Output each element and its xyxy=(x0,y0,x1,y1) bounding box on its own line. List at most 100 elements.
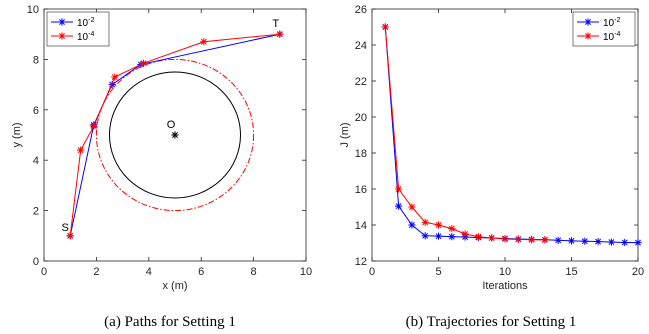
legend-marker xyxy=(58,18,66,26)
series-1-marker xyxy=(200,38,208,46)
series-1-marker xyxy=(66,232,74,240)
series-1-marker xyxy=(488,234,496,242)
x-tick-label: 20 xyxy=(632,266,644,278)
safety-circle xyxy=(95,58,255,212)
legend-marker-d2 xyxy=(59,19,65,25)
series-1-marker-d2 xyxy=(111,74,118,80)
series-1-marker xyxy=(474,233,482,241)
x-tick-label: 6 xyxy=(198,266,204,278)
series-0-marker-d2 xyxy=(555,237,562,244)
legend-box xyxy=(46,11,110,47)
y-tick-label: 18 xyxy=(355,148,367,160)
plot-area xyxy=(371,8,639,262)
series-0-marker xyxy=(567,237,576,245)
series-1-marker xyxy=(139,59,148,67)
series-1-marker-d2 xyxy=(475,233,482,240)
legend-label: 10-2 xyxy=(603,17,620,29)
series-0-marker-d2 xyxy=(395,203,402,210)
series-0-marker-d2 xyxy=(408,222,415,228)
series-1-marker xyxy=(501,235,509,243)
legend-label: 10-4 xyxy=(603,31,620,43)
x-axis-label: Iterations xyxy=(482,280,528,292)
x-axis-label: x (m) xyxy=(162,280,187,292)
series-0-marker-d2 xyxy=(608,239,615,246)
series-0-marker-d2 xyxy=(635,239,641,246)
panel-trajectories: 0 5 10 15 20 12 14 16 18 20 22 24 26 Iterations J (m) 1… xyxy=(339,4,644,292)
series-1-marker-d2 xyxy=(77,147,84,154)
annotation-t: T xyxy=(272,18,279,30)
legend: 10-210-4 xyxy=(572,11,636,47)
series-1-marker xyxy=(541,236,549,244)
series-0-marker xyxy=(434,232,443,240)
series-0-marker-d2 xyxy=(448,233,455,240)
y-axis-label: y (m) xyxy=(11,122,23,147)
series-0-marker xyxy=(448,233,456,241)
x-tick-label: 8 xyxy=(251,266,257,278)
legend: 10-2 10-4 xyxy=(46,11,110,47)
x-tick-label: 10 xyxy=(300,266,312,278)
legend-base: 10 xyxy=(603,18,615,29)
series-1-marker xyxy=(90,122,98,130)
legend-base: 10 xyxy=(77,18,89,29)
x-tick-label: 2 xyxy=(93,266,99,278)
y-tick-label: 20 xyxy=(355,112,367,124)
series-0-marker-d2 xyxy=(422,232,429,239)
legend-label: 10-4 xyxy=(77,31,94,43)
center-marker xyxy=(171,131,179,139)
annotation-o: O xyxy=(167,119,176,131)
series-0-marker-d2 xyxy=(568,237,575,244)
series-1-marker-d2 xyxy=(515,236,522,243)
series-1-marker-d2 xyxy=(502,236,508,242)
y-tick-label: 4 xyxy=(33,155,39,167)
series-1-marker-d2 xyxy=(448,225,455,232)
series-1-marker-d2 xyxy=(462,231,469,237)
legend-label: 10-2 xyxy=(77,17,94,29)
series-1-marker-d2 xyxy=(276,31,283,38)
x-tick-label: 0 xyxy=(369,266,375,278)
series-1-marker-d2 xyxy=(435,222,442,228)
series-1-marker xyxy=(461,230,469,238)
caption-b: (b) Trajectories for Setting 1 xyxy=(406,314,577,330)
legend-marker-d2 xyxy=(59,33,65,39)
x-tick-label: 15 xyxy=(565,266,577,278)
series-0-marker xyxy=(607,238,615,246)
center-marker-d2 xyxy=(172,132,178,138)
legend-marker xyxy=(58,32,66,40)
obstacle-circle xyxy=(109,71,241,199)
series-0-marker xyxy=(581,237,589,245)
x-tick-label: 0 xyxy=(41,266,47,278)
series-1-marker-d2 xyxy=(382,24,389,30)
series-1-marker xyxy=(395,185,403,193)
x-tick-label: 4 xyxy=(146,266,152,278)
caption-a: (a) Paths for Setting 1 xyxy=(104,314,236,330)
series-0-marker xyxy=(408,221,416,229)
series-0-marker-d2 xyxy=(581,238,588,245)
series-1-marker xyxy=(421,218,429,226)
y-tick-label: 14 xyxy=(355,220,367,232)
y-tick-label: 12 xyxy=(355,256,367,268)
legend-marker-d2 xyxy=(585,33,591,39)
y-tick-label: 16 xyxy=(355,184,367,196)
series-1-marker xyxy=(528,236,536,244)
y-tick-label: 6 xyxy=(33,105,39,117)
legend-marker xyxy=(584,18,592,26)
y-tick-label: 24 xyxy=(355,40,367,52)
series-1-marker-d2 xyxy=(528,236,535,243)
legend-box xyxy=(572,11,636,47)
legend-exponent: -4 xyxy=(614,31,620,38)
series-0-marker-d2 xyxy=(435,233,442,240)
series-1-marker xyxy=(514,235,522,243)
legend-marker-d2 xyxy=(585,19,591,25)
series-1-marker-d2 xyxy=(422,219,429,226)
series-0-marker xyxy=(634,239,642,247)
series-1-marker-d2 xyxy=(90,123,97,130)
series-1-marker xyxy=(77,146,85,154)
series-1-marker-d2 xyxy=(395,186,402,192)
series-0-marker xyxy=(594,237,602,246)
y-tick-label: 10 xyxy=(27,4,39,16)
series-0-marker xyxy=(395,202,403,210)
series-0-marker-d2 xyxy=(621,239,628,246)
series-1-marker-d2 xyxy=(488,235,495,241)
